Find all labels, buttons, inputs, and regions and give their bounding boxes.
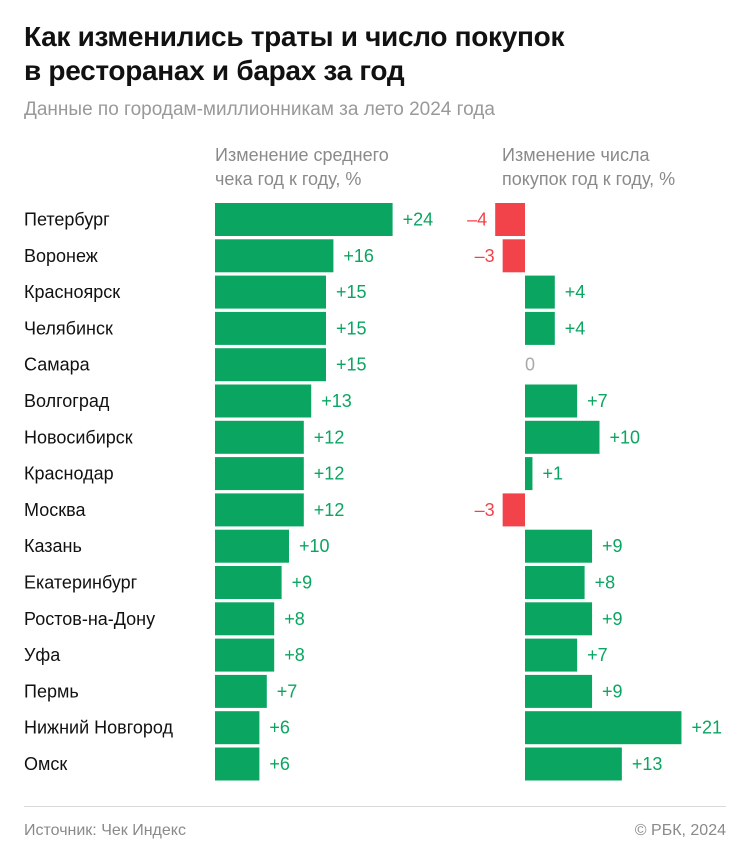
check-value-label-row-13: +8 (284, 645, 305, 665)
city-label-row-10: Казань (24, 536, 82, 556)
check-bar-row-9 (215, 493, 304, 527)
check-bar-row-8 (215, 457, 304, 491)
city-label-row-6: Волгоград (24, 391, 110, 411)
count-bar-row-1 (495, 203, 525, 236)
city-label-row-3: Красноярск (24, 282, 120, 302)
check-value-label-row-11: +9 (292, 573, 313, 593)
check-value-label-row-5: +15 (336, 355, 367, 375)
check-bar-row-3 (215, 275, 326, 309)
city-label-row-8: Краснодар (24, 464, 114, 484)
count-bar-row-6 (525, 384, 578, 418)
column-header-average-check: Изменение среднего чека год к году, % (215, 143, 455, 191)
count-bar-row-10 (525, 529, 593, 563)
column-header-purchase-count-line-1: Изменение числа (502, 145, 650, 165)
chart-title-line-1: Как изменились траты и число покупок (24, 21, 565, 52)
check-value-label-row-16: +6 (269, 754, 290, 774)
check-bar-row-11 (215, 566, 282, 599)
check-bar-row-7 (215, 420, 304, 454)
check-bar-row-15 (215, 711, 260, 745)
count-value-label-row-1: –4 (467, 210, 487, 230)
chart-title: Как изменились траты и число покупок в р… (24, 20, 724, 88)
city-label-row-16: Омск (24, 754, 67, 774)
check-value-label-row-12: +8 (284, 609, 305, 629)
column-header-purchase-count-line-2: покупок год к году, % (502, 169, 676, 189)
column-header-purchase-count: Изменение числа покупок год к году, % (502, 143, 742, 191)
check-value-label-row-9: +12 (314, 500, 345, 520)
city-label-row-5: Самара (24, 355, 91, 375)
check-value-label-row-2: +16 (343, 246, 374, 266)
check-bar-row-5 (215, 348, 326, 382)
count-bar-row-12 (525, 602, 593, 636)
count-bar-row-16 (525, 747, 622, 781)
city-label-row-9: Москва (24, 500, 86, 520)
count-bar-row-7 (525, 420, 600, 454)
count-value-label-row-7: +10 (610, 427, 641, 447)
check-value-label-row-10: +10 (299, 536, 330, 556)
count-value-label-row-5: 0 (525, 355, 535, 375)
city-label-row-7: Новосибирск (24, 427, 133, 447)
check-bar-row-1 (215, 203, 393, 236)
count-bar-row-8 (525, 457, 533, 491)
check-bar-row-16 (215, 747, 260, 781)
check-value-label-row-15: +6 (269, 718, 290, 738)
count-value-label-row-14: +9 (602, 681, 623, 701)
count-bar-row-11 (525, 566, 585, 599)
check-bar-row-6 (215, 384, 312, 418)
check-value-label-row-3: +15 (336, 282, 367, 302)
chart-subtitle: Данные по городам-миллионникам за лето 2… (24, 99, 495, 120)
column-header-average-check-line-1: Изменение среднего (215, 145, 389, 165)
count-value-label-row-13: +7 (587, 645, 608, 665)
check-bar-row-2 (215, 239, 334, 273)
city-label-row-4: Челябинск (24, 318, 113, 338)
check-value-label-row-8: +12 (314, 464, 345, 484)
city-label-row-1: Петербург (24, 210, 110, 230)
count-bar-row-13 (525, 638, 578, 672)
count-value-label-row-11: +8 (595, 573, 616, 593)
footer-divider (24, 806, 726, 807)
count-value-label-row-9: –3 (475, 500, 495, 520)
source-note: Источник: Чек Индекс (24, 822, 186, 839)
city-label-row-15: Нижний Новгород (24, 718, 174, 738)
check-bar-row-10 (215, 529, 289, 563)
city-label-row-12: Ростов-на-Дону (24, 609, 155, 629)
count-bar-row-2 (502, 239, 525, 273)
count-bar-row-3 (525, 275, 555, 309)
check-value-label-row-1: +24 (403, 210, 434, 230)
check-value-label-row-6: +13 (321, 391, 352, 411)
count-bar-row-9 (502, 493, 525, 527)
city-label-row-11: Екатеринбург (24, 573, 138, 593)
city-label-row-14: Пермь (24, 681, 79, 701)
copyright-note: © РБК, 2024 (634, 822, 726, 839)
check-bar-row-14 (215, 674, 267, 708)
city-label-row-2: Воронеж (24, 246, 98, 266)
count-value-label-row-6: +7 (587, 391, 608, 411)
count-value-label-row-12: +9 (602, 609, 623, 629)
count-value-label-row-15: +21 (691, 718, 722, 738)
count-bar-row-4 (525, 311, 555, 345)
count-bar-row-14 (525, 674, 593, 708)
chart-title-line-2: в ресторанах и барах за год (24, 55, 405, 86)
check-value-label-row-4: +15 (336, 318, 367, 338)
count-value-label-row-4: +4 (565, 318, 586, 338)
count-value-label-row-10: +9 (602, 536, 623, 556)
check-value-label-row-7: +12 (314, 427, 345, 447)
check-bar-row-13 (215, 638, 275, 672)
bar-chart: Петербург +24 –4 Воронеж +16 –3 Красноярск +15 +… (24, 203, 722, 781)
column-header-average-check-line-2: чека год к году, % (215, 169, 362, 189)
check-bar-row-4 (215, 311, 326, 345)
count-bar-row-15 (525, 711, 682, 745)
check-value-label-row-14: +7 (277, 681, 298, 701)
count-value-label-row-3: +4 (565, 282, 586, 302)
count-value-label-row-2: –3 (475, 246, 495, 266)
city-label-row-13: Уфа (24, 645, 61, 665)
check-bar-row-12 (215, 602, 275, 636)
count-value-label-row-16: +13 (632, 754, 663, 774)
count-value-label-row-8: +1 (542, 464, 563, 484)
